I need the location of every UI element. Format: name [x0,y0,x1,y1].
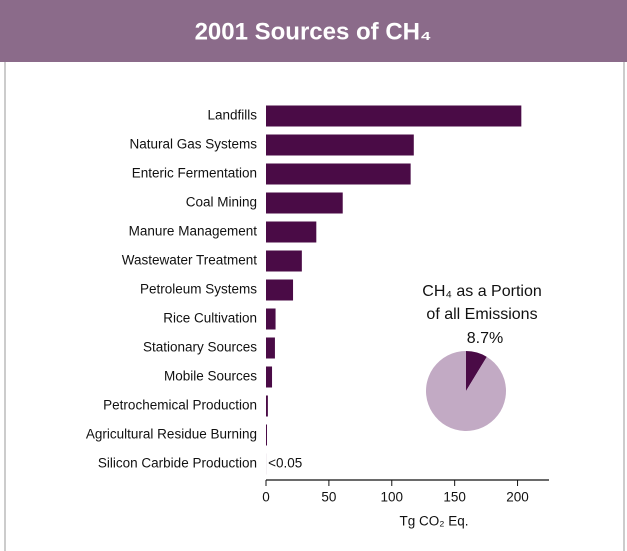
bar [266,337,275,359]
category-label: Rice Cultivation [163,311,257,326]
category-label: Enteric Fermentation [132,166,257,181]
category-label: Agricultural Residue Burning [86,427,257,442]
bar [266,366,273,388]
x-tick-label: 200 [506,490,529,505]
bar [266,163,411,185]
category-label: Petrochemical Production [103,398,257,413]
bar [266,134,414,156]
category-label: Manure Management [129,224,258,239]
pie-title: CH₄ as a Portion [422,283,541,300]
category-label: Silicon Carbide Production [98,456,257,471]
category-label: Coal Mining [186,195,257,210]
category-label: Petroleum Systems [140,282,257,297]
bar [266,308,276,330]
pie-slice [466,351,487,391]
category-label: Landfills [207,108,257,123]
chart-title: 2001 Sources of CH₄ [195,18,432,45]
category-label: Stationary Sources [143,340,257,355]
bar [266,424,268,446]
category-label: Wastewater Treatment [122,253,258,268]
value-label: <0.05 [268,456,302,471]
bar [266,192,343,214]
bar [266,105,522,127]
x-tick-label: 150 [443,490,466,505]
x-tick-label: 50 [321,490,336,505]
pie-value-label: 8.7% [467,330,503,347]
bar [266,279,294,301]
pie-slice [426,351,507,432]
x-axis-label: Tg CO₂ Eq. [399,514,468,529]
x-tick-label: 0 [262,490,270,505]
category-label: Mobile Sources [164,369,257,384]
bar [266,250,302,272]
pie-title: of all Emissions [426,306,537,323]
bar [266,221,317,243]
x-tick-label: 100 [381,490,404,505]
bar [266,395,268,417]
category-label: Natural Gas Systems [129,137,257,152]
header-band [0,0,627,62]
